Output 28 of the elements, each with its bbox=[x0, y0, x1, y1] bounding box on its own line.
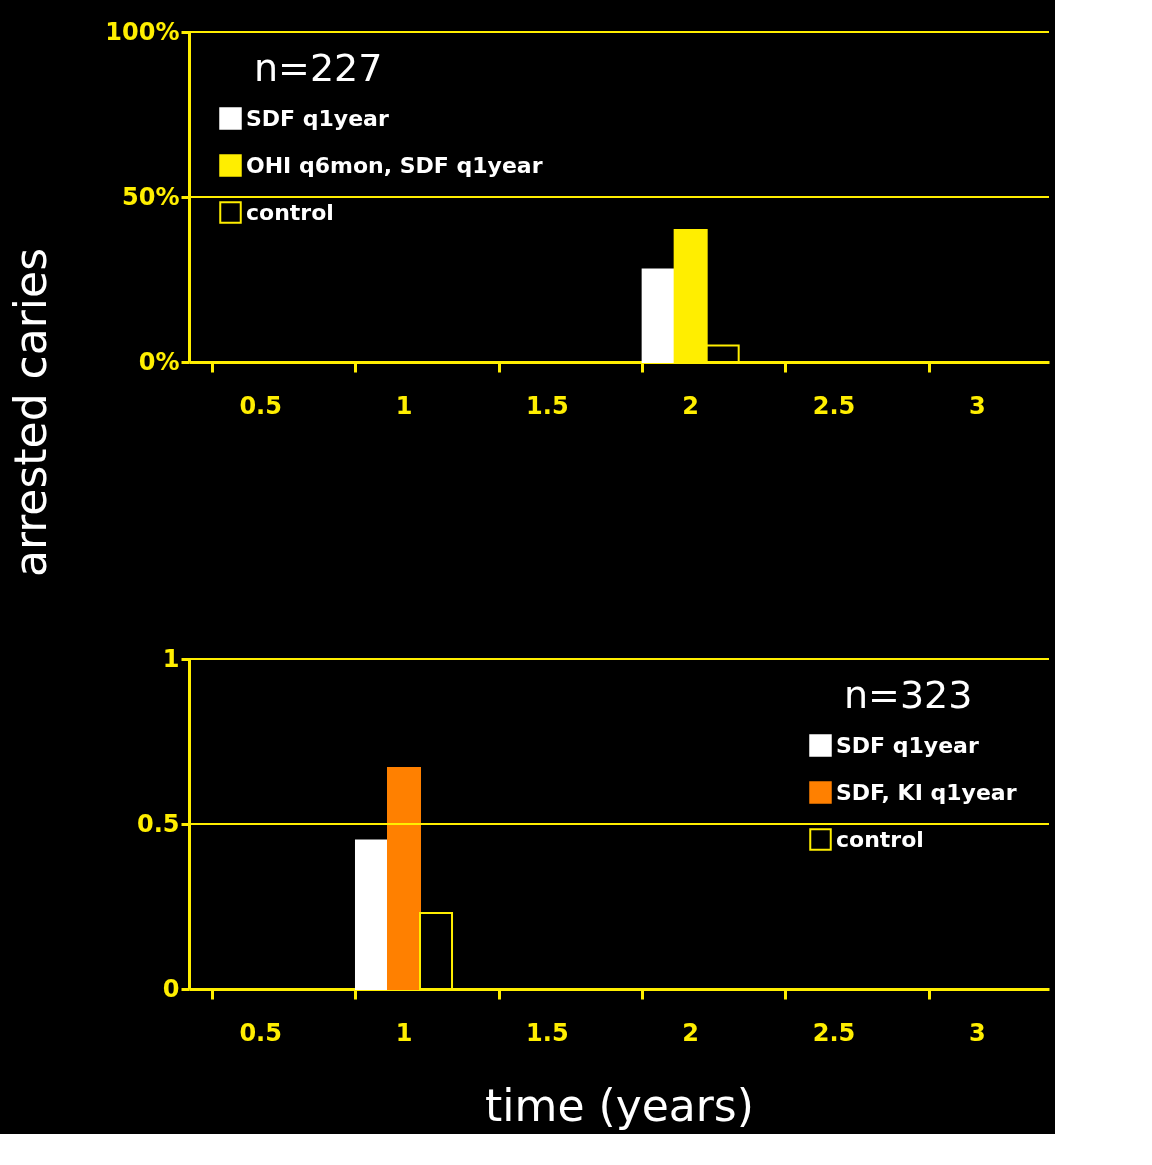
x-tick-label: 2 bbox=[682, 1018, 700, 1047]
legend-label: control bbox=[836, 826, 924, 852]
annotation: n=323 bbox=[844, 673, 973, 717]
x-tick-label: 1 bbox=[395, 391, 413, 420]
x-tick-label: 2 bbox=[682, 391, 700, 420]
y-tick-label: 0.5 bbox=[136, 809, 180, 838]
x-tick-label: 0.5 bbox=[239, 391, 282, 420]
x-tick-label: 1.5 bbox=[526, 391, 569, 420]
legend-label: SDF, KI q1year bbox=[836, 779, 1017, 805]
y-tick-label: 1 bbox=[162, 644, 180, 673]
legend-label: SDF q1year bbox=[246, 105, 389, 131]
legend-label: SDF q1year bbox=[836, 732, 979, 758]
annotation: n=227 bbox=[254, 46, 383, 90]
legend-label: control bbox=[246, 199, 334, 225]
y-tick-label: 0% bbox=[138, 347, 180, 376]
x-tick-label: 3 bbox=[968, 391, 986, 420]
x-axis-title: time (years) bbox=[485, 1079, 754, 1131]
x-tick-label: 0.5 bbox=[239, 1018, 282, 1047]
x-tick-label: 2.5 bbox=[812, 1018, 856, 1047]
y-tick-label: 50% bbox=[122, 182, 180, 211]
x-tick-label: 1.5 bbox=[526, 1018, 569, 1047]
y-tick-label: 100% bbox=[105, 17, 180, 46]
y-tick-label: 0 bbox=[162, 974, 180, 1003]
x-tick-label: 1 bbox=[395, 1018, 413, 1047]
legend-label: OHI q6mon, SDF q1year bbox=[246, 152, 543, 178]
x-tick-label: 2.5 bbox=[812, 391, 856, 420]
y-axis-title: arrested caries bbox=[5, 247, 57, 578]
x-tick-label: 3 bbox=[968, 1018, 986, 1047]
